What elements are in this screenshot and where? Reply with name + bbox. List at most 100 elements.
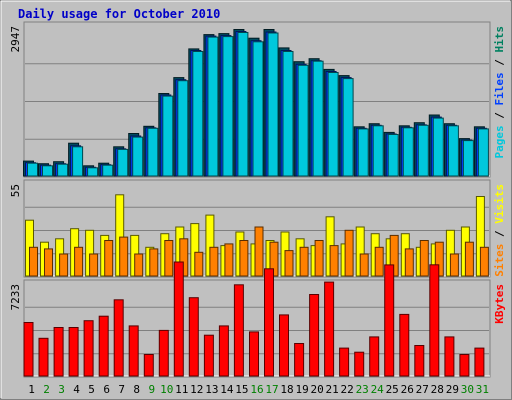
bottom-kbytes-bar: [188, 297, 199, 377]
chart-panels: 2947 Pages / Files / Hits 55 Sites / Visits…: [9, 21, 506, 378]
top-pages-bar: [387, 134, 399, 177]
top-pages-bar: [132, 136, 144, 177]
bottom-kbytes-bar: [279, 314, 289, 377]
bottom-kbytes-bar: [98, 315, 109, 377]
day-label: 24: [371, 383, 385, 396]
bottom-kbytes-bar: [173, 261, 184, 377]
middle-sites-bar: [239, 240, 249, 277]
bottom-kbytes-bar: [459, 354, 470, 377]
bottom-kbytes-bar: [369, 336, 380, 377]
middle-panel: 55 Sites / Visits: [9, 179, 506, 278]
top-pages-bar: [462, 140, 474, 177]
top-pages-bar: [417, 124, 429, 177]
middle-sites-bar: [89, 253, 99, 277]
day-label: 29: [446, 383, 459, 396]
top-pages-bar: [237, 32, 249, 177]
middle-sites-bar: [254, 226, 264, 277]
top-pages-bar: [177, 80, 189, 177]
bottom-kbytes-bar: [23, 322, 34, 377]
bottom-kbytes-bar: [38, 337, 49, 377]
bottom-kbytes-bar: [399, 313, 410, 377]
day-label: 7: [118, 383, 125, 396]
day-label: 18: [280, 383, 293, 396]
middle-sites-bar: [314, 240, 324, 277]
bottom-kbytes-bar: [128, 325, 139, 377]
day-label: 20: [310, 383, 323, 396]
day-label: 21: [325, 383, 338, 396]
day-label: 30: [461, 383, 474, 396]
top-legend-part: Pages: [493, 125, 506, 158]
bottom-kbytes-bar: [264, 268, 274, 377]
bottom-kbytes-bar: [444, 336, 455, 377]
top-pages-bar: [87, 167, 99, 177]
day-label: 4: [73, 383, 80, 396]
day-label: 31: [476, 383, 489, 396]
chart-title: Daily usage for October 2010: [18, 7, 220, 21]
bottom-kbytes-bar: [354, 351, 365, 377]
top-pages-bar: [477, 128, 489, 177]
top-pages-bar: [102, 164, 114, 177]
middle-sites-bar: [164, 240, 174, 277]
day-label: 19: [295, 383, 308, 396]
bottom-panel: 7233 KBytes: [9, 261, 506, 378]
bottom-kbytes-bar: [233, 284, 244, 377]
middle-legend: Sites / Visits: [493, 184, 506, 277]
bottom-kbytes-bar: [324, 281, 335, 377]
bottom-kbytes-bar: [294, 343, 305, 377]
day-label: 10: [160, 383, 173, 396]
top-pages-bar: [27, 162, 38, 177]
top-pages-bar: [342, 78, 354, 177]
top-pages-bar: [117, 148, 129, 177]
bottom-kbytes-bar: [249, 331, 259, 377]
middle-sites-bar: [44, 248, 53, 277]
middle-sites-bar: [224, 243, 234, 277]
top-legend-part: /: [493, 53, 506, 73]
middle-legend-part: Visits: [493, 184, 506, 224]
day-label: 23: [356, 383, 369, 396]
middle-sites-bar: [464, 241, 474, 277]
top-pages-bar: [312, 60, 324, 177]
day-label: 26: [401, 383, 414, 396]
day-label: 11: [175, 383, 188, 396]
day-label: 22: [340, 383, 353, 396]
middle-legend-part: Sites: [493, 244, 506, 277]
top-pages-bar: [252, 41, 264, 177]
middle-sites-bar: [299, 246, 309, 277]
day-label: 14: [220, 383, 234, 396]
middle-sites-bar: [284, 250, 294, 277]
middle-legend-part: /: [493, 224, 506, 244]
middle-max-label: 55: [9, 184, 22, 197]
bottom-kbytes-bar: [414, 345, 425, 377]
day-label: 27: [416, 383, 429, 396]
bottom-legend-part: KBytes: [493, 284, 506, 324]
middle-sites-bar: [359, 253, 369, 277]
day-axis: 1 2 3 4 5 6 7 8 9 10 11 12 13 14 15 16 17 18 19 20 21 22 23 24 2…: [28, 383, 489, 396]
middle-sites-bar: [194, 251, 204, 277]
top-pages-bar: [297, 64, 309, 177]
bottom-kbytes-bar: [384, 264, 395, 377]
top-pages-bar: [402, 127, 414, 177]
top-pages-bar: [267, 32, 279, 177]
top-legend-part: Hits: [493, 26, 506, 53]
day-label: 17: [265, 383, 278, 396]
middle-sites-bar: [329, 245, 339, 277]
middle-sites-bar: [149, 248, 159, 277]
middle-sites-bar: [119, 236, 129, 277]
middle-sites-bar: [479, 246, 489, 277]
day-label: 15: [235, 383, 248, 396]
middle-sites-bar: [134, 253, 144, 277]
day-label: 6: [103, 383, 110, 396]
day-label: 9: [148, 383, 155, 396]
bottom-kbytes-bar: [158, 329, 169, 377]
day-label: 12: [190, 383, 203, 396]
day-label: 13: [205, 383, 218, 396]
top-pages-bar: [222, 36, 234, 177]
day-label: 16: [250, 383, 263, 396]
day-label: 28: [431, 383, 444, 396]
bottom-kbytes-bar: [339, 347, 350, 377]
top-pages-bar: [72, 146, 84, 177]
middle-sites-bar: [449, 253, 459, 277]
top-pages-bar: [357, 128, 369, 177]
middle-sites-bar: [74, 246, 84, 277]
top-max-label: 2947: [9, 26, 22, 53]
